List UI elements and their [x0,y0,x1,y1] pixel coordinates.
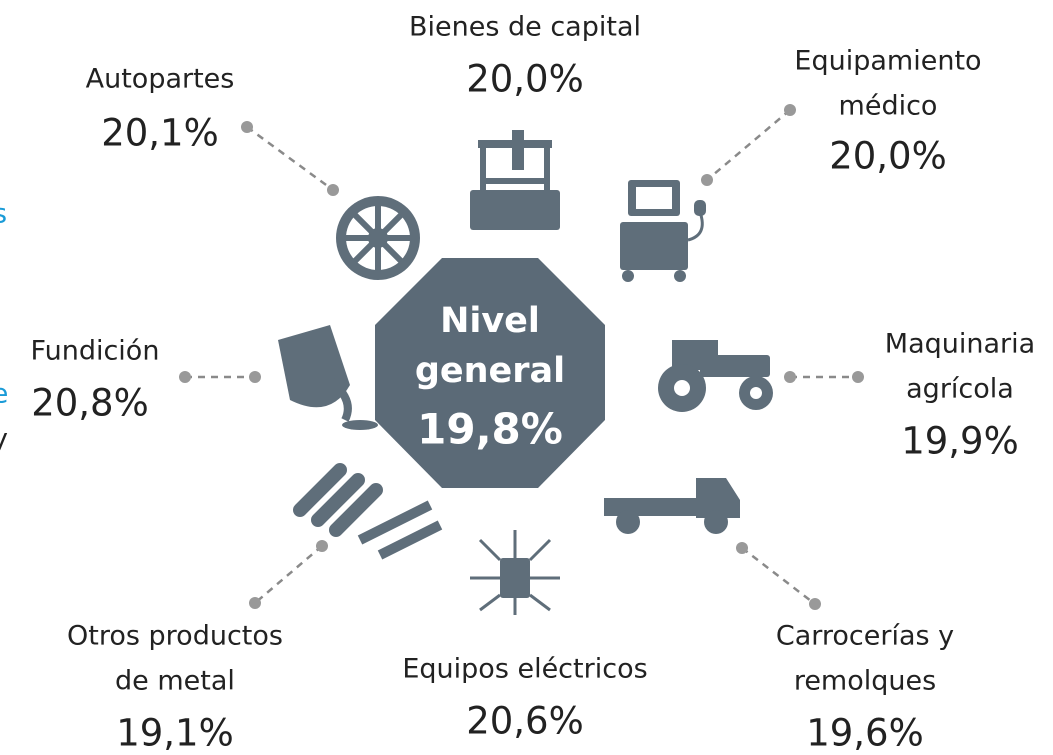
truck-icon [704,510,728,534]
connector-dot [701,174,713,186]
node-value: 19,9% [901,420,1019,463]
node-label: Maquinaria [885,329,1035,360]
connector [707,110,790,180]
beams-icon [360,505,440,555]
ultrasound-icon [620,222,688,270]
center-value: 19,8% [417,405,563,454]
node-label: Equipos eléctricos [402,654,647,685]
machine-icon [512,130,524,170]
edge-fragment: s [0,199,7,230]
node-value: 20,8% [31,382,149,425]
circuit-icon [500,558,530,598]
truck-icon [616,510,640,534]
machine-icon [480,148,486,190]
ultrasound-icon [694,200,706,216]
machine-icon [470,190,560,230]
connector-dot [327,184,339,196]
connector [247,127,333,190]
ultrasound-icon [622,270,634,282]
center-label: general [415,351,565,391]
ultrasound-icon [688,212,702,240]
node-label: Fundición [31,336,160,367]
node-label: Otros productos [67,621,283,652]
truck-icon [604,498,696,516]
connector-dot [809,598,821,610]
connector-dot [249,597,261,609]
node-label: Autopartes [86,64,235,95]
connector-dot [784,104,796,116]
node-label: agrícola [906,374,1014,405]
connector-dot [241,121,253,133]
node-label: Bienes de capital [409,12,641,43]
ladle-icon [342,420,378,430]
node-label: Equipamiento [794,46,981,77]
node-value: 20,6% [466,700,584,743]
pipes-icon [300,470,376,530]
connector-dot [179,371,191,383]
connector-dot [249,371,261,383]
edge-fragment: y [0,424,8,455]
tractor-icon [674,380,690,396]
node-value: 20,1% [101,112,219,155]
connector [255,546,322,603]
machine-icon [544,148,550,190]
connector-dot [316,540,328,552]
node-value: 19,6% [806,712,924,755]
connector-dot [852,371,864,383]
connector [742,548,815,604]
node-value: 20,0% [466,58,584,101]
tractor-icon [750,387,762,399]
machine-icon [486,178,544,184]
node-value: 20,0% [829,135,947,178]
connector-dot [736,542,748,554]
ultrasound-icon [674,270,686,282]
ultrasound-icon [636,187,672,209]
infographic: Nivel general 19,8% Bienes de capital 20,0% E… [0,0,1053,755]
tractor-icon [700,355,770,377]
wheel-icon [346,206,410,270]
center-label: Nivel [440,301,540,341]
node-label: de metal [115,666,235,697]
connector-dot [784,371,796,383]
edge-fragment: e [0,379,8,410]
page: Nivel general 19,8% Bienes de capital 20,0% E… [0,0,1053,755]
node-label: Carrocerías y [776,621,954,652]
node-value: 19,1% [116,712,234,755]
node-label: médico [839,91,938,122]
node-label: remolques [794,666,936,697]
